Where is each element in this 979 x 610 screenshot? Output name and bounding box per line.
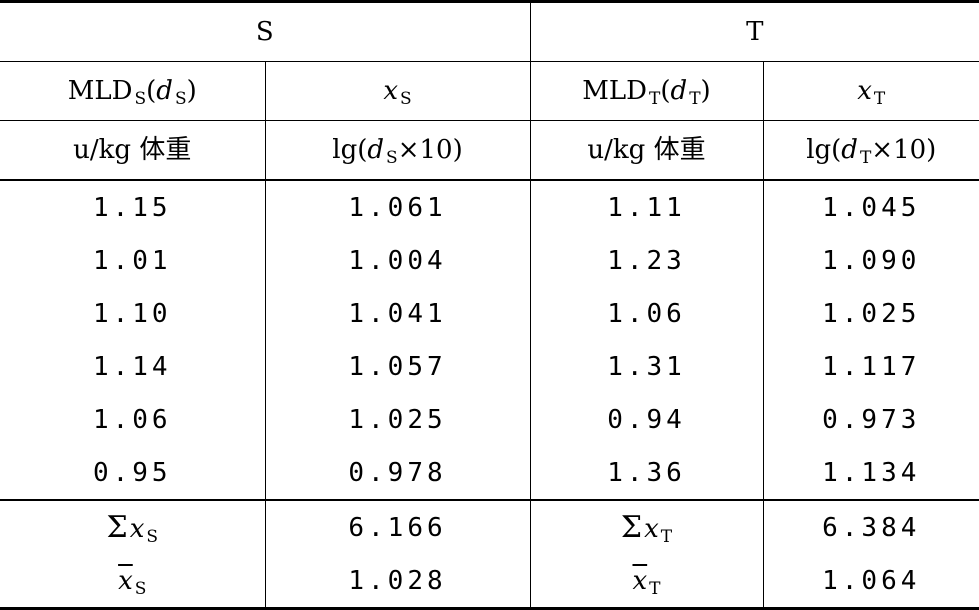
sum-s-symbol: Σ: [106, 509, 128, 545]
mean-s-subscript: S: [134, 578, 147, 599]
cell-s-mld: 1.01: [0, 234, 266, 287]
cell-t-x: 1.090: [822, 245, 921, 276]
cell-s-mld: 1.10: [0, 287, 266, 340]
cell-t-mld: 1.36: [530, 446, 764, 501]
unit-s-mld-prefix: u/kg: [73, 135, 140, 165]
unit-t-x-subscript: T: [859, 148, 872, 168]
table-row: 1.10 1.041 1.06 1.025: [0, 287, 979, 340]
mean-s-value: 1.028: [265, 554, 531, 610]
mean-t-var: x: [632, 565, 648, 596]
unit-t-x-var: d: [841, 135, 858, 165]
mean-t-value: 1.064: [763, 554, 979, 610]
cell-s-x: 1.057: [265, 340, 531, 393]
header-s-mld-var: d: [156, 76, 173, 106]
unit-s-mld-cjk: 体重: [139, 135, 192, 165]
cell-s-mld: 1.15: [0, 180, 266, 234]
unit-t-mld: u/kg 体重: [530, 120, 764, 181]
header-s-mld-paren-close: ): [186, 76, 197, 106]
header-t-mld-paren-close: ): [700, 76, 711, 106]
cell-s-mld: 1.14: [0, 340, 266, 393]
sum-t-label: Σx T: [530, 500, 764, 554]
sum-t-value: 6.384: [822, 512, 921, 543]
cell-t-x: 0.973: [822, 404, 921, 435]
header-t-mld: MLD T(d T): [530, 61, 764, 121]
header-t-mld-subscript: T: [649, 89, 661, 109]
header-t-x-var: x: [857, 76, 872, 106]
sum-row: Σx S 6.166 Σx T 6.384: [0, 500, 979, 554]
header-s-mld: MLD S(d S): [0, 61, 266, 121]
group-header-row: S T: [0, 0, 979, 62]
sum-t-symbol: Σ: [620, 509, 643, 545]
unit-s-x: lg(d S×10): [265, 120, 531, 181]
unit-s-x-var: d: [367, 135, 385, 165]
header-t-mld-var: d: [670, 76, 688, 106]
mean-s-var: x: [118, 565, 133, 596]
sum-s-value: 6.166: [265, 500, 531, 554]
unit-t-x-prefix: lg(: [806, 135, 842, 165]
cell-s-x: 1.025: [265, 393, 531, 446]
cell-s-mld: 1.06: [0, 393, 266, 446]
cell-s-mld: 0.95: [0, 446, 266, 501]
table-row: 1.15 1.061 1.11 1.045: [0, 180, 979, 234]
header-s-mld-var-subscript: S: [174, 89, 187, 109]
header-t-x-subscript: T: [873, 89, 886, 109]
header-s-mld-paren-open: (: [146, 76, 157, 106]
unit-t-mld-cjk: 体重: [653, 135, 706, 165]
unit-s-x-prefix: lg(: [332, 135, 368, 165]
group-header-s: S: [0, 0, 531, 62]
cell-s-x: 1.061: [265, 180, 531, 234]
header-t-mld-label: MLD: [582, 76, 648, 106]
unit-s-x-subscript: S: [386, 148, 398, 168]
table-row: 0.95 0.978 1.36 1.134: [0, 446, 979, 501]
table-row: 1.01 1.004 1.23 1.090: [0, 234, 979, 287]
group-header-t: T: [530, 0, 979, 62]
mean-t-subscript: T: [649, 578, 661, 599]
sum-t-subscript: T: [660, 526, 673, 547]
header-s-x-var: x: [383, 76, 398, 106]
sum-s-subscript: S: [146, 526, 159, 547]
header-s-mld-label: MLD: [67, 76, 133, 106]
header-t-mld-var-subscript: T: [689, 89, 701, 109]
cell-t-mld: 1.11: [530, 180, 764, 234]
unit-s-mld: u/kg 体重: [0, 120, 266, 181]
header-s-x-subscript: S: [400, 89, 412, 109]
cell-t-mld: 1.06: [530, 287, 764, 340]
unit-t-x-suffix: ×10): [871, 135, 937, 165]
cell-s-x: 1.004: [265, 234, 531, 287]
header-s-mld-subscript: S: [134, 89, 147, 109]
unit-header-row: u/kg 体重 lg(d S×10) u/kg 体重 lg(d T×10): [0, 120, 979, 181]
cell-s-x: 0.978: [265, 446, 531, 501]
cell-t-mld: 0.94: [530, 393, 764, 446]
sum-s-label: Σx S: [0, 500, 266, 554]
cell-t-mld: 1.31: [530, 340, 764, 393]
sum-s-var: x: [129, 513, 145, 544]
unit-s-x-suffix: ×10): [397, 135, 463, 165]
cell-t-x: 1.025: [822, 298, 921, 329]
header-t-mld-paren-open: (: [660, 76, 671, 106]
cell-t-x: 1.134: [763, 446, 979, 501]
cell-s-x: 1.041: [265, 287, 531, 340]
cell-t-x: 1.117: [822, 351, 921, 382]
cell-t-x: 1.045: [822, 192, 921, 223]
sum-t-var: x: [644, 513, 659, 544]
table-row: 1.06 1.025 0.94 0.973: [0, 393, 979, 446]
cell-t-mld: 1.23: [530, 234, 764, 287]
unit-t-mld-prefix: u/kg: [587, 135, 654, 165]
table-row: 1.14 1.057 1.31 1.117: [0, 340, 979, 393]
unit-t-x: lg(d T×10): [763, 120, 979, 181]
